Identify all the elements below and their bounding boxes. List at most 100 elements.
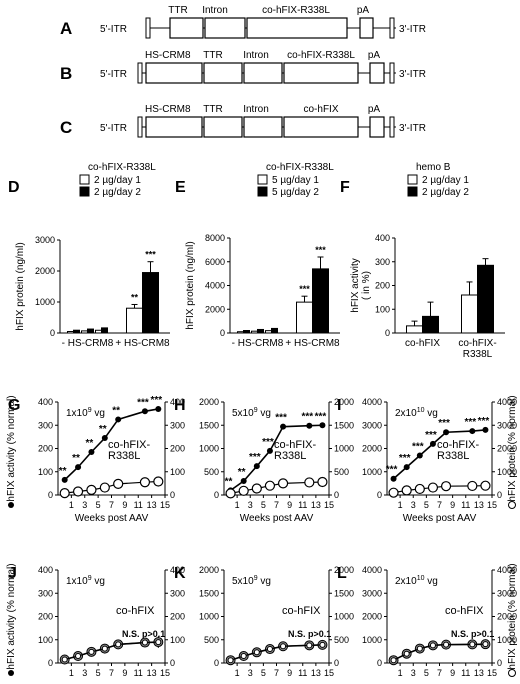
significance-label: *** — [301, 412, 313, 423]
y-tick-label: 300 — [38, 420, 53, 430]
panel-letter-h: H — [174, 397, 186, 414]
significance-label: ** — [112, 405, 120, 416]
construct-element-box — [145, 62, 203, 84]
x-tick-label: 11 — [461, 500, 470, 510]
dose-label: 1x109 vg — [66, 575, 105, 587]
construct-element-box — [359, 17, 374, 39]
construct-element-label: pA — [368, 104, 381, 115]
protein-point — [480, 480, 491, 491]
protein-point — [306, 642, 313, 649]
x-tick-label: 11 — [134, 668, 143, 678]
construct-element-label: co-hFIX-R338L — [262, 5, 330, 16]
x-axis-label: Weeks post AAV — [240, 513, 314, 524]
bar — [67, 331, 74, 334]
left-itr-label: 5'-ITR — [100, 24, 127, 35]
significance-label: *** — [386, 465, 398, 476]
x-tick-label: 7 — [437, 668, 442, 678]
construct-element-label: co-hFIX — [303, 104, 338, 115]
y-tick-label: 300 — [38, 588, 53, 598]
x-tick-label: 13 — [474, 500, 484, 510]
activity-marker-key — [8, 502, 14, 508]
significance-label: *** — [315, 411, 327, 422]
construct-label-c: C — [60, 118, 72, 137]
construct-element-label: HS-CRM8 — [145, 104, 191, 115]
x-tick-label: 7 — [109, 668, 114, 678]
bar — [251, 330, 258, 334]
y-tick-label-right: 0 — [334, 658, 339, 668]
x-tick-label: 13 — [311, 500, 321, 510]
y-axis-label: hFIX protein (ng/ml) — [15, 242, 26, 330]
y-tick-label: 0 — [48, 658, 53, 668]
panel-letter-j: J — [8, 565, 17, 582]
construct-element-box — [243, 116, 283, 138]
chart-title: hemo B — [416, 162, 451, 173]
significance-label: ** — [238, 467, 246, 478]
construct-element-label: Intron — [243, 50, 269, 61]
construct-element-label: TTR — [168, 5, 187, 16]
x-category-label: - HS-CRM8 — [232, 338, 284, 349]
significance-label: ** — [72, 453, 80, 464]
y-tick-label: 400 — [375, 233, 390, 243]
chart-title: co-hFIX-R338L — [266, 162, 334, 173]
construct-annotation: R338L — [274, 450, 306, 462]
protein-point — [469, 641, 476, 648]
y-tick-label-right: 400 — [170, 397, 185, 407]
y-tick-label-right: 400 — [170, 565, 185, 575]
legend-swatch — [407, 174, 418, 185]
y-tick-label: 0 — [214, 658, 219, 668]
legend-entry: 5 µg/day 2 — [272, 187, 319, 198]
construct-element-box — [369, 116, 385, 138]
construct-element-label: Intron — [243, 104, 269, 115]
y-axis-label-left: hFIX activity (% normal) — [6, 563, 17, 669]
y-tick-label-right: 300 — [170, 588, 185, 598]
protein-point — [427, 482, 439, 493]
construct-element-box — [145, 116, 203, 138]
y-tick-label: 100 — [38, 467, 53, 477]
activity-point — [266, 447, 273, 454]
legend-entry: 2 µg/day 2 — [422, 187, 469, 198]
construct-element-box — [169, 17, 204, 39]
right-itr-label: 3'-ITR — [399, 123, 426, 134]
y-tick-label: 2000 — [362, 612, 382, 622]
significance-label: *** — [399, 453, 411, 464]
y-tick-label-right: 1000 — [497, 635, 517, 645]
y-tick-label: 2000 — [199, 397, 219, 407]
y-tick-label-right: 300 — [170, 420, 185, 430]
y-tick-label: 1000 — [362, 635, 382, 645]
protein-point — [240, 653, 247, 660]
x-tick-label: 7 — [274, 668, 279, 678]
y-tick-label: 1000 — [199, 612, 219, 622]
y-tick-label-right: 100 — [170, 635, 185, 645]
y-tick-label-right: 200 — [170, 612, 185, 622]
y-tick-label: 4000 — [362, 565, 382, 575]
y-tick-label-right: 500 — [334, 635, 349, 645]
y-tick-label: 0 — [377, 658, 382, 668]
legend-entry: 5 µg/day 1 — [272, 175, 319, 186]
protein-point — [264, 480, 276, 491]
significance-label: ** — [59, 466, 67, 477]
y-tick-label: 0 — [385, 328, 390, 338]
activity-point — [75, 464, 82, 471]
bar — [142, 272, 159, 334]
significance-label: *** — [425, 430, 437, 441]
itr-box-left — [137, 116, 143, 138]
y-tick-label: 8000 — [205, 233, 225, 243]
right-itr-label: 3'-ITR — [399, 24, 426, 35]
x-tick-label: 9 — [287, 500, 292, 510]
y-tick-label: 0 — [377, 490, 382, 500]
y-axis-label: hFIX activity — [350, 258, 361, 312]
bar — [237, 331, 244, 334]
y-tick-label-right: 1500 — [334, 588, 354, 598]
x-tick-label: 3 — [82, 500, 87, 510]
protein-point — [115, 641, 122, 648]
bar — [312, 268, 329, 334]
x-tick-label: 15 — [487, 668, 497, 678]
x-tick-label: 15 — [324, 668, 334, 678]
bar — [406, 325, 423, 334]
legend-entry: 2 µg/day 2 — [94, 187, 141, 198]
activity-marker-key — [8, 670, 14, 676]
x-tick-label: 5 — [424, 668, 429, 678]
activity-point — [403, 464, 410, 471]
y-tick-label-right: 1000 — [334, 444, 354, 454]
legend-swatch — [79, 174, 90, 185]
